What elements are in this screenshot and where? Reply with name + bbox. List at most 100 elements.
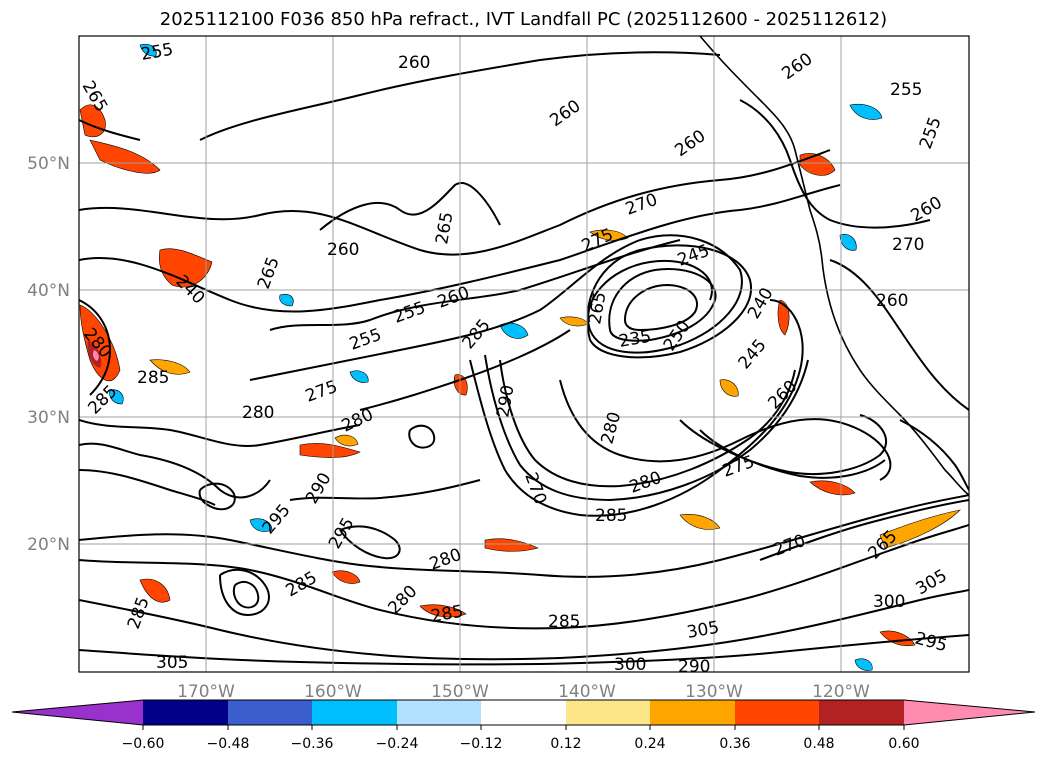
contour-line [319, 182, 501, 231]
negative-anomaly-patch [349, 370, 369, 383]
positive-anomaly-patch [679, 514, 721, 530]
contour-line [608, 268, 717, 342]
negative-anomaly-patch [854, 658, 873, 671]
refractivity-contours [79, 51, 969, 666]
contour-label: 260 [398, 53, 430, 73]
contour-label: 260 [327, 240, 359, 260]
positive-anomaly-patch [89, 139, 161, 174]
positive-anomaly-patch [799, 153, 836, 176]
contour-line [79, 634, 969, 666]
contour-label: 290 [678, 657, 710, 677]
lat-label-30n: 30°N [27, 408, 70, 428]
positive-anomaly-patch [777, 299, 790, 336]
contour-line [269, 239, 681, 331]
colorbar-tick-label: −0.48 [207, 736, 250, 752]
lon-label-150w: 150°W [431, 682, 489, 702]
positive-anomaly-patch [299, 443, 361, 458]
positive-anomaly-patch [139, 578, 171, 603]
lon-label-140w: 140°W [558, 682, 616, 702]
positive-anomaly-patch [331, 570, 361, 584]
contour-line [339, 525, 401, 560]
lon-label-160w: 160°W [304, 682, 362, 702]
colorbar-tick-label: −0.60 [122, 736, 165, 752]
positive-anomaly-patch [159, 248, 213, 288]
anomaly-shading [79, 43, 961, 671]
colorbar-segment [481, 700, 566, 725]
contour-label: 305 [156, 653, 188, 673]
negative-anomaly-patch [139, 43, 157, 57]
colorbar-segment [904, 700, 1035, 725]
contour-line [79, 419, 361, 447]
positive-anomaly-patch [809, 480, 856, 496]
contour-line [79, 494, 969, 578]
lat-label-20n: 20°N [27, 535, 70, 555]
contour-line [79, 524, 969, 630]
negative-anomaly-patch [849, 103, 883, 120]
colorbar-segment [735, 700, 819, 725]
negative-anomaly-patch [839, 234, 857, 251]
colorbar-tick-label: 0.24 [634, 736, 665, 752]
colorbar-tick-label: 0.60 [888, 736, 919, 752]
colorbar-tick-label: −0.24 [376, 736, 419, 752]
contour-line [79, 184, 841, 313]
contour-line [79, 589, 969, 661]
contour-line [679, 414, 887, 476]
contour-label: 260 [876, 291, 908, 311]
positive-anomaly-patch [719, 379, 739, 397]
contour-label: 285 [595, 506, 627, 526]
colorbar-segment [397, 700, 481, 725]
contour-line [249, 234, 743, 381]
positive-anomaly-patch [79, 304, 121, 382]
negative-anomaly-patch [279, 293, 294, 307]
contour-line [829, 259, 969, 411]
map-title: 2025112100 F036 850 hPa refract., IVT La… [159, 9, 888, 30]
colorbar-tick-label: −0.12 [460, 736, 503, 752]
contour-line [79, 149, 831, 256]
colorbar-segment [143, 700, 228, 725]
latitude-labels: 50°N 40°N 30°N 20°N [27, 154, 70, 555]
lon-label-130w: 130°W [685, 682, 743, 702]
contour-line [199, 51, 721, 141]
colorbar-segment [819, 700, 904, 725]
contour-line [79, 119, 141, 141]
lat-label-40n: 40°N [27, 281, 70, 301]
contour-line [759, 499, 969, 561]
lon-label-120w: 120°W [812, 682, 870, 702]
colorbar-segment [312, 700, 397, 725]
contour-line [586, 244, 753, 359]
contour-line [699, 429, 886, 479]
positive-anomaly-patch [453, 374, 468, 396]
contour-line [408, 424, 436, 449]
contour-line [198, 482, 236, 511]
graticule [79, 36, 969, 672]
contour-line [219, 568, 270, 617]
colorbar-tick-label: 0.12 [550, 736, 581, 752]
colorbar-tick-label: 0.36 [719, 736, 750, 752]
contour-label: 270 [892, 235, 924, 255]
positive-anomaly-patch [419, 604, 467, 618]
contour-line [484, 354, 809, 502]
contour-line [899, 419, 969, 491]
contour-line [499, 359, 796, 488]
contour-line [79, 299, 112, 396]
positive-anomaly-patch [334, 434, 359, 447]
contour-line [559, 379, 892, 481]
coastline [699, 36, 969, 496]
contour-line [469, 299, 804, 517]
contour-label: 285 [548, 612, 580, 632]
positive-anomaly-patch [93, 350, 99, 361]
positive-anomaly-patch [484, 538, 539, 552]
contour-label: 280 [242, 403, 274, 423]
colorbar-segment [650, 700, 735, 725]
colorbar-segment [566, 700, 650, 725]
positive-anomaly-patch [879, 630, 916, 647]
contour-label: 255 [890, 80, 922, 100]
negative-anomaly-patch [249, 518, 273, 532]
negative-anomaly-patch [109, 389, 124, 405]
positive-anomaly-patch [149, 359, 191, 375]
colorbar-tick-label: −0.36 [291, 736, 334, 752]
map-frame [78, 35, 970, 673]
positive-anomaly-patch [879, 509, 961, 549]
contour-line [232, 581, 260, 609]
